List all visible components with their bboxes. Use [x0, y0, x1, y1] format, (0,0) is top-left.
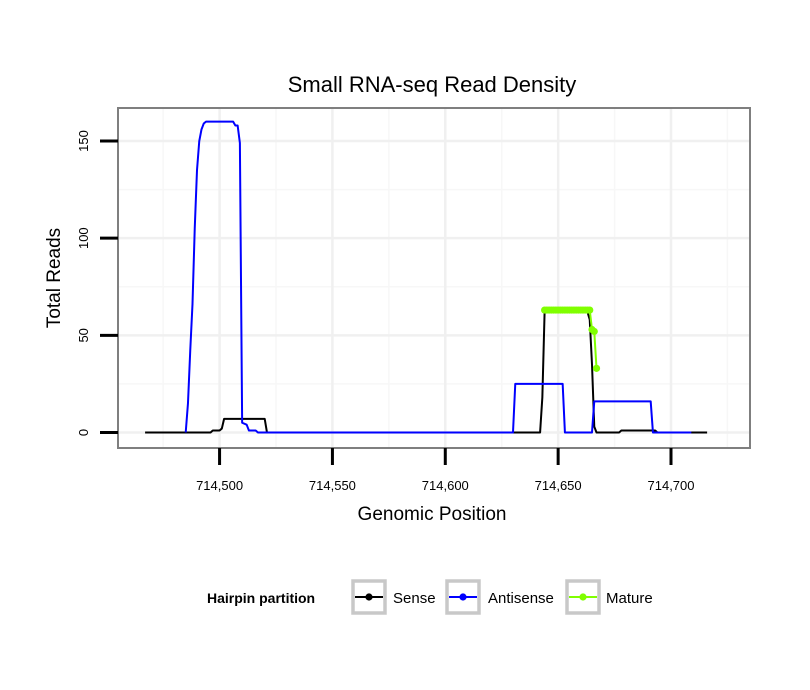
series-line-antisense — [184, 120, 692, 434]
data-point-mature — [590, 327, 598, 336]
x-axis-title: Genomic Position — [358, 504, 507, 525]
x-tick-label: 714,650 — [535, 478, 582, 493]
legend-key-point-mature — [579, 593, 587, 601]
series-lines — [145, 120, 708, 434]
legend-label-antisense: Antisense — [488, 590, 554, 607]
data-point-mature — [586, 306, 594, 314]
legend-title: Hairpin partition — [207, 590, 315, 606]
x-tick-label: 714,500 — [196, 478, 243, 493]
legend: Hairpin partition Sense Antisense Mature — [207, 579, 653, 615]
legend-key-point-sense — [365, 593, 373, 601]
x-axis: 714,500 714,550 714,600 714,650 714,700 — [196, 448, 695, 493]
data-point-mature — [592, 364, 601, 372]
y-axis: 0 50 100 150 — [76, 130, 118, 436]
legend-key-point-antisense — [459, 593, 467, 601]
legend-label-sense: Sense — [393, 590, 436, 607]
y-axis-title: Total Reads — [44, 228, 65, 328]
y-tick-label: 150 — [76, 130, 91, 152]
plot-panel — [117, 107, 751, 449]
y-tick-label: 100 — [76, 227, 91, 249]
y-tick-label: 0 — [76, 429, 91, 436]
grid-lines — [118, 108, 750, 448]
x-tick-label: 714,700 — [648, 478, 695, 493]
chart-title: Small RNA-seq Read Density — [288, 72, 577, 97]
y-tick-label: 50 — [76, 328, 91, 342]
x-tick-label: 714,600 — [422, 478, 469, 493]
x-tick-label: 714,550 — [309, 478, 356, 493]
plot-border — [117, 107, 751, 449]
legend-label-mature: Mature — [606, 590, 653, 607]
